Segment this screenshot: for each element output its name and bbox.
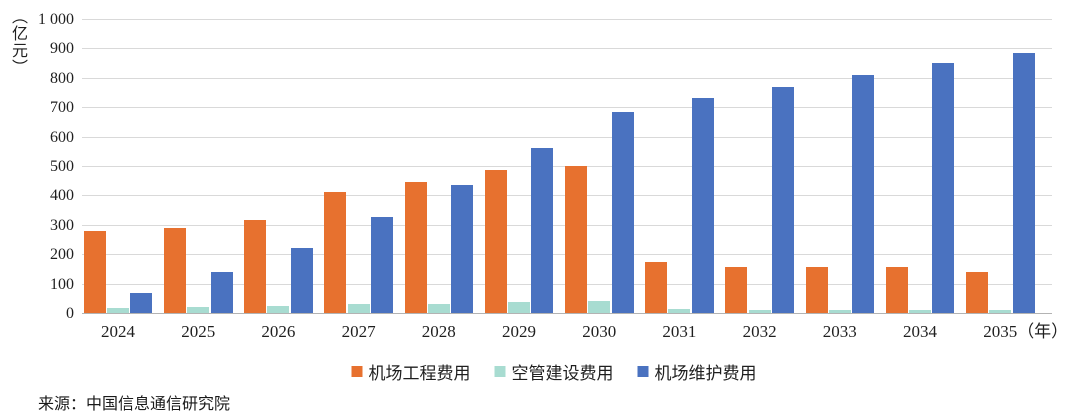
legend-swatch-atc-construction [494, 366, 506, 377]
bar-atc-construction-2033 [828, 310, 851, 313]
bar-airport-maintenance-2028 [451, 184, 474, 313]
bar-airport-maintenance-2029 [531, 148, 554, 313]
bar-airport-maintenance-2027 [370, 217, 393, 313]
x-label-2027: 2027 [342, 322, 376, 342]
bar-airport-engineering-2030 [564, 166, 587, 313]
x-label-2029: 2029 [502, 322, 536, 342]
x-axis-line [82, 313, 1052, 314]
y-tick-label-500: 500 [50, 158, 74, 175]
legend-label-atc-construction: 空管建设费用 [511, 364, 614, 383]
bar-airport-engineering-2025 [163, 227, 186, 313]
x-label-year: 2033 [822, 322, 857, 341]
bar-airport-engineering-2024 [83, 230, 106, 313]
bar-airport-maintenance-2032 [771, 86, 794, 313]
gridline-800 [82, 77, 1052, 79]
legend-item-airport-engineering: 机场工程费用 [351, 359, 471, 384]
y-tick-label-600: 600 [50, 128, 74, 146]
x-label-2028: 2028 [422, 322, 456, 342]
bar-atc-construction-2032 [748, 310, 771, 313]
x-label-2033: 2033 [823, 322, 857, 342]
x-label-2026: 2026 [261, 322, 295, 342]
x-label-2034: 2034 [903, 322, 937, 342]
bar-airport-engineering-2031 [645, 262, 668, 313]
x-label-year: 2024 [101, 322, 135, 341]
x-label-year: 2029 [502, 322, 536, 341]
gridline-1000 [82, 19, 1052, 20]
bar-atc-construction-2024 [107, 308, 129, 313]
source-text: 来源：中国信息通信研究院 [38, 396, 231, 413]
y-axis-unit-label: （亿元） [9, 8, 26, 76]
x-label-year: 2030 [582, 322, 617, 341]
bar-airport-engineering-2029 [484, 169, 507, 313]
legend-label-airport-maintenance: 机场维护费用 [654, 364, 757, 383]
y-tick-label-300: 300 [50, 216, 74, 234]
x-label-2032: 2032 [743, 322, 777, 342]
x-label-year: 2035 [983, 322, 1018, 341]
bar-airport-engineering-2032 [725, 266, 748, 313]
plot-area [82, 19, 1052, 314]
bar-airport-engineering-2033 [805, 266, 828, 313]
x-label-2025: 2025 [181, 322, 215, 342]
bar-airport-engineering-2035 [965, 271, 988, 313]
bar-airport-maintenance-2024 [130, 293, 153, 313]
x-label-2035: 2035 （年） [983, 322, 1068, 342]
bar-atc-construction-2028 [427, 304, 450, 313]
y-tick-label-800: 800 [50, 69, 74, 87]
y-tick-label-400: 400 [50, 187, 74, 205]
y-tick-label-1000: 1 000 [38, 11, 74, 28]
bar-airport-maintenance-2026 [290, 248, 313, 313]
x-axis-unit-label: （年） [1017, 322, 1069, 341]
x-label-year: 2028 [421, 322, 456, 341]
legend-item-atc-construction: 空管建设费用 [494, 359, 614, 384]
bar-airport-maintenance-2025 [210, 271, 233, 313]
x-label-2031: 2031 [662, 322, 696, 342]
y-tick-label-900: 900 [50, 40, 74, 58]
gridline-700 [82, 107, 1052, 109]
x-label-2030: 2030 [582, 322, 616, 342]
bar-atc-construction-2035 [989, 310, 1012, 313]
bar-atc-construction-2031 [668, 309, 691, 313]
y-tick-label-200: 200 [50, 246, 74, 264]
bar-atc-construction-2029 [508, 301, 530, 313]
y-tick-label-100: 100 [50, 275, 74, 293]
bar-airport-engineering-2026 [244, 219, 267, 313]
legend-swatch-airport-maintenance [637, 366, 649, 377]
bar-airport-maintenance-2034 [932, 63, 955, 313]
bar-airport-engineering-2034 [885, 266, 908, 313]
x-label-year: 2032 [742, 322, 777, 341]
y-tick-label-700: 700 [50, 99, 74, 117]
legend-swatch-airport-engineering [351, 366, 363, 377]
bar-airport-engineering-2027 [324, 191, 347, 313]
x-label-year: 2026 [261, 322, 296, 341]
bar-airport-maintenance-2035 [1012, 52, 1035, 313]
bar-atc-construction-2025 [187, 307, 210, 313]
bar-atc-construction-2026 [267, 306, 290, 313]
x-label-year: 2034 [903, 322, 937, 341]
legend: 机场工程费用 空管建设费用 机场维护费用 [351, 359, 757, 384]
x-label-2024: 2024 [101, 322, 135, 342]
bar-airport-maintenance-2030 [611, 111, 634, 313]
bar-atc-construction-2027 [347, 303, 370, 313]
y-tick-label-0: 0 [66, 305, 74, 322]
bar-airport-maintenance-2033 [852, 74, 875, 313]
bar-atc-construction-2034 [909, 309, 931, 313]
x-label-year: 2027 [341, 322, 376, 341]
legend-label-airport-engineering: 机场工程费用 [368, 364, 471, 383]
gridline-900 [82, 48, 1052, 50]
bar-airport-engineering-2028 [404, 182, 427, 313]
bar-atc-construction-2030 [588, 301, 611, 313]
legend-item-airport-maintenance: 机场维护费用 [637, 359, 757, 384]
gridline-600 [82, 136, 1052, 138]
x-label-year: 2031 [662, 322, 697, 341]
bar-airport-maintenance-2031 [691, 98, 714, 313]
x-label-year: 2025 [181, 322, 216, 341]
